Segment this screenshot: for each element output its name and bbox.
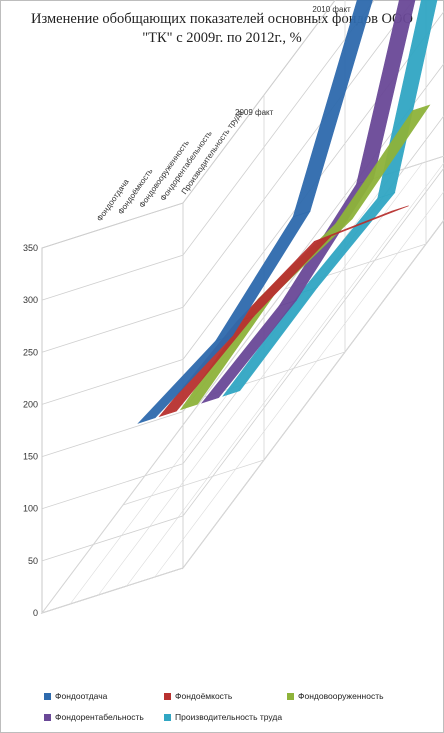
legend-item: Фондовооруженность [287, 691, 384, 701]
series-segment [334, 104, 431, 225]
series-ribbon [137, 0, 373, 424]
value-tick-label: 50 [28, 556, 38, 566]
legend-swatch [287, 693, 294, 700]
depth-gridline [98, 162, 423, 596]
chart-series-ribbons [137, 0, 438, 424]
series-ribbon [158, 205, 409, 418]
value-tick-label: 350 [23, 243, 38, 253]
legend-label: Фондорентабельность [55, 712, 144, 722]
category-tick-label: 2009 факт [235, 108, 274, 117]
legend-label: Фондоотдача [55, 691, 108, 701]
depth-gridline [126, 162, 444, 587]
value-tick-label: 100 [23, 504, 38, 514]
value-tick-label: 150 [23, 452, 38, 462]
legend-swatch [44, 714, 51, 721]
value-tick-label: 300 [23, 295, 38, 305]
category-tick-label: 2010 факт [312, 5, 351, 14]
legend-item: Фондорентабельность [44, 712, 144, 722]
value-tick-label: 250 [23, 347, 38, 357]
value-tick-label: 0 [33, 608, 38, 618]
chart-title: Изменение обобщающих показателей основны… [0, 10, 444, 48]
legend-swatch [164, 714, 171, 721]
legend-label: Производительность труда [175, 712, 283, 722]
series-segment [137, 334, 234, 424]
legend-item: Производительность труда [164, 712, 282, 722]
legend-item: Фондоотдача [44, 691, 107, 701]
series-segment [314, 205, 409, 242]
legend-label: Фондоёмкость [175, 691, 233, 701]
depth-gridline [182, 219, 444, 569]
series-segment [215, 210, 311, 342]
legend-item: Фондоёмкость [164, 691, 232, 701]
legend-swatch [44, 693, 51, 700]
legend-label: Фондовооруженность [298, 691, 384, 701]
chart-title-line-2: "ТК" с 2009г. по 2012г., % [142, 30, 302, 46]
legend-swatch [164, 693, 171, 700]
series-segment [292, 0, 373, 218]
depth-gridline [154, 190, 444, 578]
category-gridline [365, 155, 444, 182]
value-tick-label: 200 [23, 399, 38, 409]
value-gridline [41, 0, 375, 301]
